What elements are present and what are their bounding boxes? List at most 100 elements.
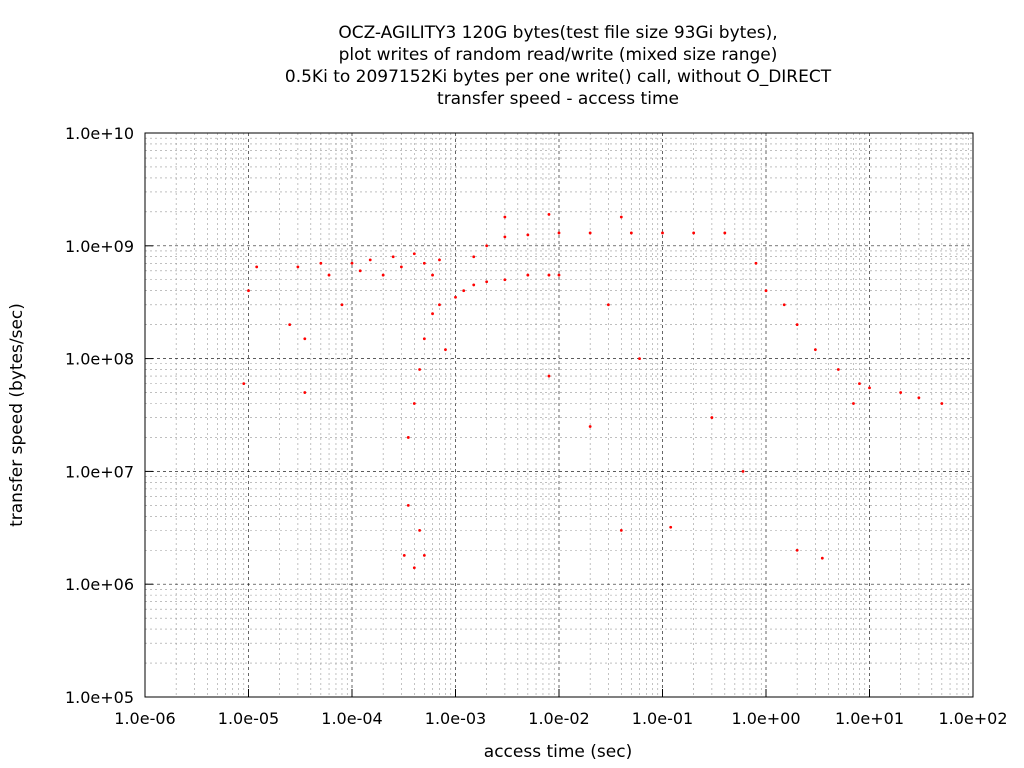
data-point (485, 244, 489, 248)
data-point (710, 416, 714, 419)
data-point (358, 269, 362, 273)
data-point (503, 215, 507, 219)
data-point (247, 289, 250, 293)
data-point (764, 289, 768, 293)
y-tick-label: 1.0e+07 (65, 462, 134, 481)
x-tick-label: 1.0e+02 (938, 709, 1007, 728)
data-point (526, 273, 530, 277)
data-point (350, 261, 354, 265)
data-point (547, 374, 551, 378)
data-point (503, 235, 507, 239)
x-tick-label: 1.0e+01 (835, 709, 904, 728)
data-point (418, 368, 422, 371)
data-point (288, 323, 292, 327)
data-point (381, 273, 385, 277)
data-point (399, 265, 403, 269)
data-point (327, 273, 331, 277)
data-point (438, 258, 441, 262)
data-point (431, 312, 434, 316)
data-point (438, 303, 441, 307)
data-point (402, 554, 406, 557)
data-point (858, 382, 861, 386)
y-axis-ticks: 1.0e+05 1.0e+06 1.0e+07 1.0e+08 1.0e+09 1.0e+… (65, 124, 153, 707)
data-point (462, 289, 466, 293)
data-point (588, 425, 592, 428)
data-point (557, 231, 561, 235)
data-point (723, 231, 727, 235)
data-point (422, 554, 426, 557)
data-point (661, 231, 664, 235)
data-point (454, 295, 457, 299)
data-point (296, 265, 300, 269)
data-point (547, 273, 551, 277)
data-point (836, 368, 840, 371)
data-point (503, 278, 507, 282)
data-point (242, 382, 246, 386)
data-point (303, 337, 307, 341)
data-point (557, 273, 561, 277)
plot-grid (144, 133, 973, 698)
data-point (422, 337, 426, 341)
data-point (606, 303, 610, 307)
y-tick-label: 1.0e+10 (65, 124, 134, 143)
data-point (472, 255, 476, 259)
x-axis-label: access time (sec) (484, 742, 632, 762)
x-tick-label: 1.0e-04 (321, 709, 382, 728)
data-point (629, 231, 633, 235)
data-point (917, 396, 921, 400)
x-tick-label: 1.0e-05 (218, 709, 279, 728)
x-tick-label: 1.0e-06 (114, 709, 175, 728)
data-point (255, 265, 259, 269)
data-point (412, 402, 416, 405)
y-tick-label: 1.0e+08 (65, 350, 134, 369)
chart-title-line-3: 0.5Ki to 2097152Ki bytes per one write()… (285, 67, 832, 87)
data-point (782, 303, 786, 307)
data-point (391, 255, 395, 259)
chart-title-line-1: OCZ-AGILITY3 120G bytes(test file size 9… (338, 23, 777, 43)
data-point (741, 470, 745, 473)
data-point (619, 215, 623, 219)
data-point (406, 436, 410, 439)
data-point (619, 528, 623, 532)
chart-title-line-4: transfer speed - access time (437, 89, 679, 109)
data-point (868, 386, 871, 390)
x-tick-label: 1.0e+00 (731, 709, 800, 728)
data-point (899, 391, 903, 394)
data-point (485, 280, 489, 284)
data-points (242, 212, 944, 570)
data-point (526, 233, 530, 237)
data-point (940, 402, 944, 405)
y-tick-label: 1.0e+06 (65, 575, 134, 594)
data-point (813, 348, 817, 352)
data-point (692, 231, 696, 235)
data-point (406, 503, 410, 507)
data-point (852, 402, 855, 405)
data-point (754, 261, 758, 265)
data-point (418, 528, 422, 532)
data-point (303, 391, 307, 394)
data-point (412, 566, 416, 570)
y-tick-label: 1.0e+05 (65, 688, 134, 707)
data-point (444, 348, 447, 352)
data-point (319, 261, 323, 265)
y-axis-label: transfer speed (bytes/sec) (7, 303, 27, 527)
x-tick-label: 1.0e-01 (632, 709, 693, 728)
data-point (340, 303, 344, 307)
x-tick-label: 1.0e-02 (528, 709, 589, 728)
data-point (820, 556, 824, 560)
x-tick-label: 1.0e-03 (425, 709, 486, 728)
data-point (547, 212, 551, 216)
data-point (638, 357, 641, 360)
data-point (669, 525, 673, 529)
data-point (431, 273, 434, 277)
data-point (412, 252, 416, 256)
y-tick-label: 1.0e+09 (65, 237, 134, 256)
data-point (368, 258, 372, 262)
data-point (472, 283, 476, 287)
data-point (795, 323, 799, 327)
chart-title: OCZ-AGILITY3 120G bytes(test file size 9… (285, 23, 832, 109)
chart-title-line-2: plot writes of random read/write (mixed … (339, 45, 778, 65)
data-point (422, 261, 426, 265)
x-axis-ticks: 1.0e-06 1.0e-05 1.0e-04 1.0e-03 1.0e-02 1.0e-… (114, 689, 1008, 728)
